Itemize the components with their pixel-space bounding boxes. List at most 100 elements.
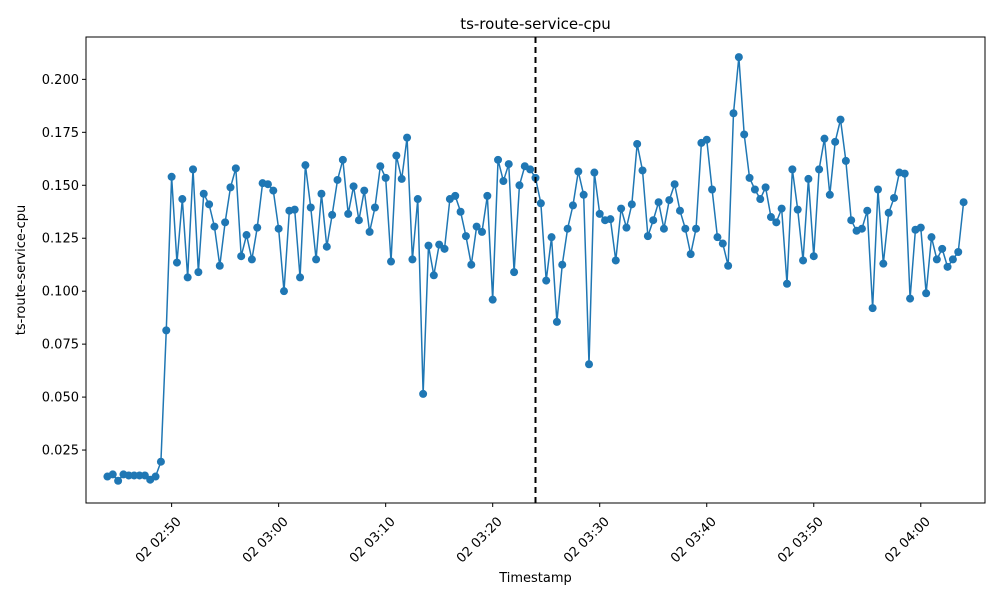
data-point [167,172,176,181]
data-point [659,224,668,233]
y-axis-title: ts-route-service-cpu [14,205,29,336]
data-point [692,224,701,233]
y-tick-label: 0.025 [42,444,79,459]
y-tick-label: 0.175 [42,126,79,141]
data-point [456,207,465,216]
data-point [365,227,374,236]
data-point [221,218,230,227]
data-point [526,165,535,174]
data-point [633,139,642,148]
data-point [857,224,866,233]
data-point [793,205,802,214]
data-point [729,109,738,118]
data-point [205,200,214,209]
data-point [959,198,968,207]
x-tick-label: 02 03:30 [561,514,613,566]
data-point [568,201,577,210]
data-point [670,180,679,189]
data-point [419,389,428,398]
data-point [841,156,850,165]
data-point [215,261,224,270]
data-point [151,472,160,481]
data-point [873,185,882,194]
data-point [247,255,256,264]
x-axis-title: Timestamp [498,571,572,586]
data-point [499,177,508,186]
data-point [675,206,684,215]
data-point [820,134,829,143]
data-point [226,183,235,192]
data-point [809,252,818,261]
data-point [772,218,781,227]
data-point [451,191,460,200]
data-point [387,257,396,266]
data-point [392,151,401,160]
x-tick-label: 02 03:00 [240,514,292,566]
data-point [333,175,342,184]
y-tick-label: 0.150 [42,179,79,194]
data-point [312,255,321,264]
data-point [585,360,594,369]
data-point [178,195,187,204]
data-point [263,180,272,189]
data-point [547,233,556,242]
plot-area: 0.025 0.050 0.075 0.100 0.125 0.150 0.175 0.200… [42,37,968,566]
x-tick-label: 02 03:40 [668,514,720,566]
data-point [831,137,840,146]
data-point [681,224,690,233]
data-point [649,216,658,225]
data-point [328,210,337,219]
data-point [183,273,192,282]
data-point [815,165,824,174]
data-point [429,271,438,280]
data-point [638,166,647,175]
data-point [590,168,599,177]
x-tick-label: 02 03:10 [347,514,399,566]
data-point [718,239,727,248]
data-point [643,232,652,241]
data-point [686,250,695,259]
data-point [734,53,743,62]
data-point [317,189,326,198]
data-point [611,256,620,265]
data-point [536,199,545,208]
data-point [948,255,957,264]
data-point [879,259,888,268]
data-point [467,260,476,269]
data-point [836,115,845,124]
data-point [799,256,808,265]
x-tick-label: 02 04:00 [882,514,934,566]
data-point [440,244,449,253]
data-point [424,241,433,250]
x-tick-label: 02 03:20 [454,514,506,566]
data-point [108,470,117,479]
data-point [397,174,406,183]
y-tick-label: 0.075 [42,338,79,353]
chart-title: ts-route-service-cpu [460,15,611,33]
data-point [354,216,363,225]
data-point [708,185,717,194]
data-point [504,160,513,169]
data-point [515,181,524,190]
data-point [916,223,925,232]
data-point [922,289,931,298]
data-point [381,173,390,182]
data-point [296,273,305,282]
data-point [552,317,561,326]
data-point [494,155,503,164]
data-point [477,227,486,236]
data-point [756,195,765,204]
data-point [301,161,310,170]
data-point [290,205,299,214]
data-point [370,203,379,212]
data-point [783,279,792,288]
y-tick-label: 0.100 [42,285,79,300]
data-point [606,215,615,224]
data-point [408,255,417,264]
data-point [194,268,203,277]
data-point [847,216,856,225]
data-point [338,155,347,164]
data-point [868,304,877,313]
data-point [766,213,775,222]
data-point [890,193,899,202]
